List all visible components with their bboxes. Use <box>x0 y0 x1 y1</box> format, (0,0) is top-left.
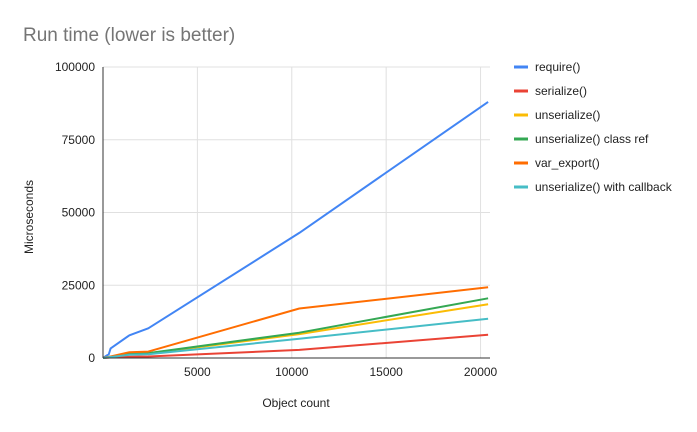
y-tick-label: 0 <box>88 351 95 365</box>
x-axis-label: Object count <box>262 396 330 410</box>
series-line-1 <box>102 101 489 359</box>
legend-label: var_export() <box>535 156 600 170</box>
x-tick-label: 20000 <box>464 365 498 379</box>
legend-label: serialize() <box>535 84 587 98</box>
legend: require() serialize() unserialize() unseria… <box>514 60 673 194</box>
series-line-5 <box>102 286 489 359</box>
gridlines <box>103 66 490 358</box>
legend-label: require() <box>535 60 580 74</box>
y-axis-label: Microseconds <box>22 180 36 254</box>
y-tick-label: 100000 <box>55 60 95 74</box>
x-tick-label: 5000 <box>184 365 211 379</box>
x-tick-label: 15000 <box>369 365 403 379</box>
legend-label: unserialize() with callback <box>535 180 673 194</box>
legend-label: unserialize() <box>535 108 600 122</box>
chart-title: Run time (lower is better) <box>23 25 235 46</box>
axes: 0 25000 50000 75000 100000 5000 10000 15000 2000… <box>55 60 498 379</box>
y-tick-label: 75000 <box>62 133 96 147</box>
x-tick-label: 10000 <box>275 365 309 379</box>
y-tick-label: 50000 <box>62 206 96 220</box>
series-lines <box>102 101 489 359</box>
legend-label: unserialize() class ref <box>535 132 649 146</box>
y-tick-label: 25000 <box>62 278 96 292</box>
